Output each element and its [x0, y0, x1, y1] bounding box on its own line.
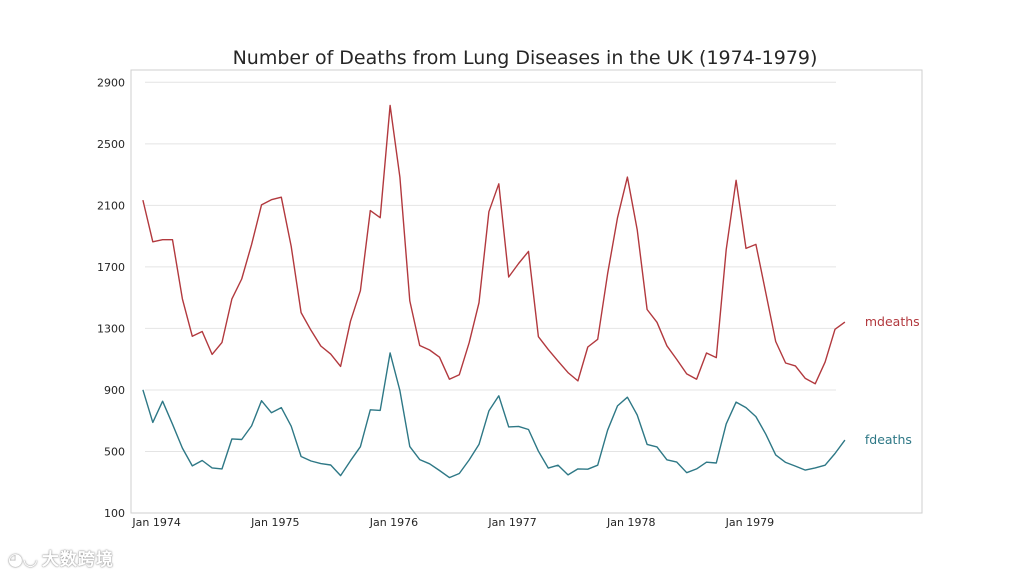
y-axis-ticks: 100 500 900 1300 1700 2100 2500 2900 [97, 76, 125, 520]
y-tick-label: 2100 [97, 199, 125, 212]
x-tick-label: Jan 1978 [606, 516, 655, 529]
series-line-fdeaths [142, 352, 846, 479]
watermark: ◕◡ 大数跨境 [8, 545, 114, 570]
y-tick-label: 2900 [97, 76, 125, 89]
y-tick-label: 900 [104, 384, 125, 397]
series-lines [142, 104, 846, 479]
x-tick-label: Jan 1975 [250, 516, 299, 529]
series-line-mdeaths [142, 104, 846, 385]
x-axis-ticks: Jan 1974 Jan 1975 Jan 1976 Jan 1977 Jan 1978… [131, 516, 774, 529]
y-tick-label: 1300 [97, 322, 125, 335]
x-tick-label: Jan 1974 [131, 516, 180, 529]
y-tick-label: 500 [104, 445, 125, 458]
grid-lines [145, 81, 836, 452]
x-tick-label: Jan 1977 [487, 516, 536, 529]
y-tick-label: 1700 [97, 261, 125, 274]
watermark-logo-icon: ◕◡ [8, 550, 38, 570]
y-tick-label: 100 [104, 507, 125, 520]
plot-area [130, 69, 923, 514]
series-label-mdeaths: mdeaths [865, 314, 920, 329]
x-tick-label: Jan 1976 [369, 516, 418, 529]
x-tick-label: Jan 1979 [725, 516, 774, 529]
chart-title: Number of Deaths from Lung Diseases in t… [233, 47, 818, 69]
y-tick-label: 2500 [97, 138, 125, 151]
series-labels: mdeaths fdeaths [865, 314, 920, 447]
series-label-fdeaths: fdeaths [865, 432, 912, 447]
watermark-text: 大数跨境 [41, 550, 114, 570]
